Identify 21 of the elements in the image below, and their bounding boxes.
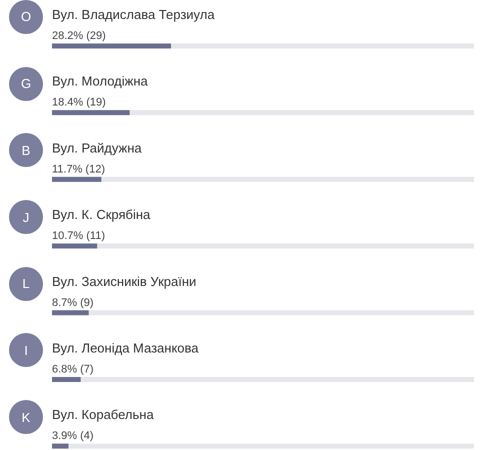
- letter-badge: K: [9, 400, 43, 434]
- data-label: 28.2% (29): [52, 30, 106, 42]
- y-tick-label: Вул. Леоніда Мазанкова: [52, 340, 200, 356]
- data-label: 8.7% (9): [52, 296, 94, 309]
- y-tick-label: Вул. Корабельна: [52, 407, 154, 422]
- data-label: 18.4% (19): [52, 96, 106, 109]
- letter-badge: J: [9, 200, 43, 234]
- letter-badge: B: [9, 133, 43, 168]
- y-tick-label: Вул. Молодіжна: [52, 74, 148, 89]
- y-tick-label: Вул. Райдужна: [52, 140, 142, 156]
- letter-badge: O: [9, 0, 43, 34]
- y-tick-label: Вул. Захисників України: [52, 274, 196, 289]
- y-tick-label: Вул. Владислава Терзиула: [52, 6, 216, 22]
- letter-badge: I: [9, 333, 43, 368]
- letter-badge: G: [9, 66, 43, 101]
- data-label: 6.8% (7): [52, 363, 94, 376]
- letter-badge: L: [9, 266, 43, 301]
- data-label: 10.7% (11): [52, 230, 105, 242]
- data-label: 3.9% (4): [52, 430, 94, 442]
- data-label: 11.7% (12): [52, 163, 105, 176]
- y-tick-label: Вул. К. Скрябіна: [52, 207, 152, 222]
